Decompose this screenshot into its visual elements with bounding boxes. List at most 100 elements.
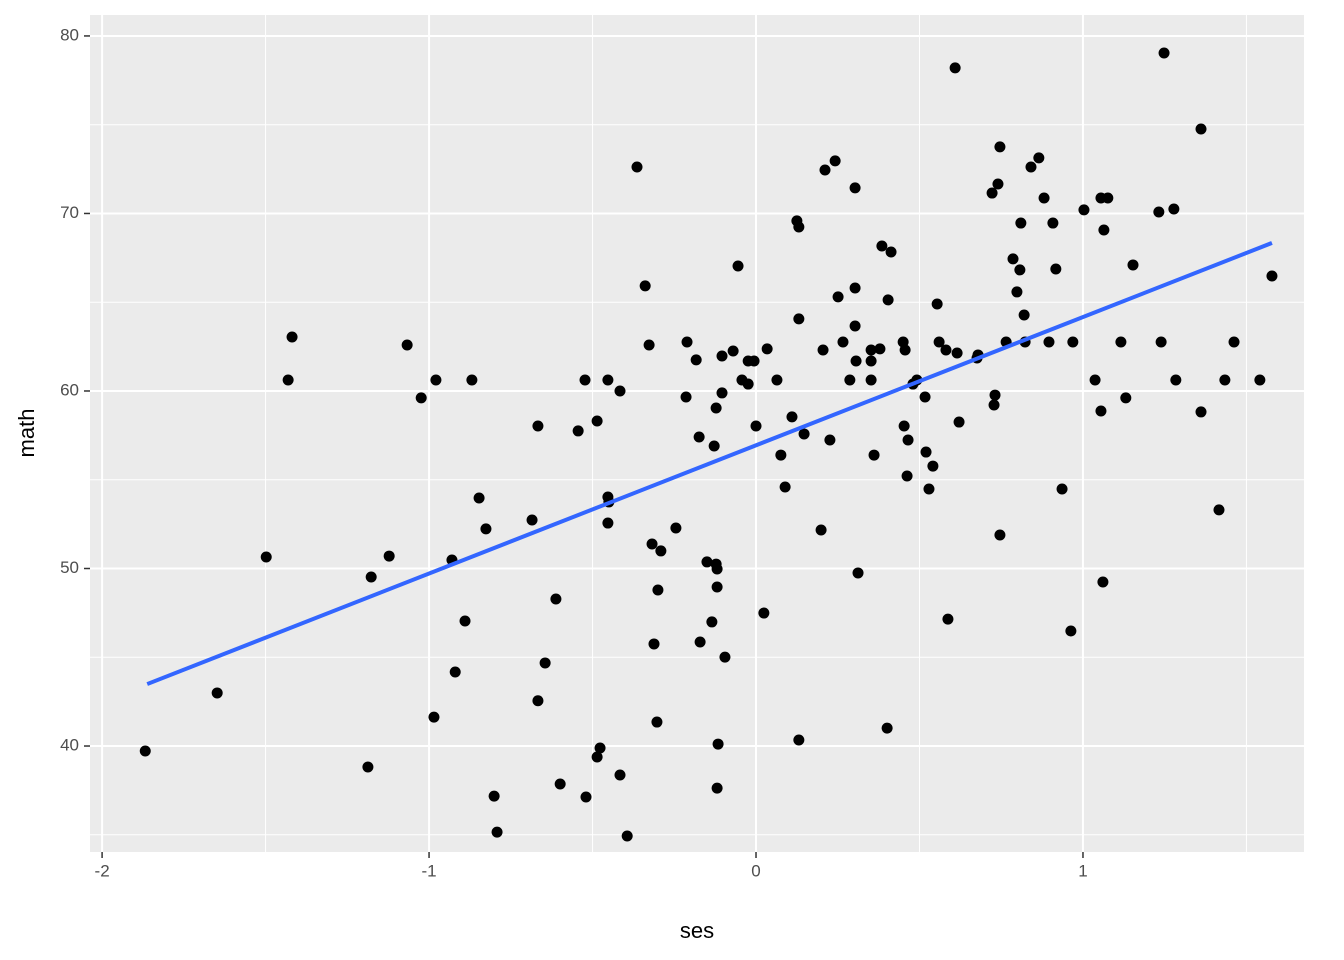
- point: [539, 657, 551, 669]
- x-tick-label: 0: [751, 861, 760, 880]
- point: [793, 221, 805, 233]
- point: [775, 449, 787, 461]
- point: [798, 428, 810, 440]
- point: [901, 470, 913, 482]
- point: [898, 420, 910, 432]
- point: [844, 374, 856, 386]
- point: [639, 280, 651, 292]
- point: [491, 826, 503, 838]
- point: [706, 616, 718, 628]
- point: [680, 391, 692, 403]
- point: [480, 523, 492, 535]
- point: [526, 514, 538, 526]
- point: [594, 742, 606, 754]
- point: [1095, 405, 1107, 417]
- point: [815, 524, 827, 536]
- point: [211, 687, 223, 699]
- point: [430, 374, 442, 386]
- point: [1056, 483, 1068, 495]
- point: [882, 294, 894, 306]
- point: [1089, 374, 1101, 386]
- point: [1120, 392, 1132, 404]
- point: [793, 734, 805, 746]
- point: [940, 344, 952, 356]
- point: [986, 187, 998, 199]
- y-tick-label: 50: [60, 558, 79, 577]
- point: [1213, 504, 1225, 516]
- point: [1011, 286, 1023, 298]
- point: [919, 391, 931, 403]
- point: [139, 745, 151, 757]
- point: [401, 339, 413, 351]
- point: [837, 336, 849, 348]
- point: [701, 556, 713, 568]
- point: [865, 344, 877, 356]
- point: [652, 584, 664, 596]
- point: [693, 431, 705, 443]
- point: [793, 313, 805, 325]
- y-tick-label: 60: [60, 380, 79, 399]
- point: [580, 791, 592, 803]
- y-axis-title: math: [14, 409, 39, 458]
- point: [779, 481, 791, 493]
- point: [579, 374, 591, 386]
- point: [711, 581, 723, 593]
- point: [817, 344, 829, 356]
- x-axis-title: ses: [680, 918, 714, 943]
- point: [876, 240, 888, 252]
- point: [750, 420, 762, 432]
- point: [681, 336, 693, 348]
- point: [1195, 406, 1207, 418]
- point: [1067, 336, 1079, 348]
- point: [992, 178, 1004, 190]
- point: [850, 355, 862, 367]
- point: [532, 695, 544, 707]
- point: [902, 434, 914, 446]
- point: [923, 483, 935, 495]
- point: [927, 460, 939, 472]
- point: [933, 336, 945, 348]
- point: [488, 790, 500, 802]
- point: [771, 374, 783, 386]
- point: [428, 711, 440, 723]
- point: [1115, 336, 1127, 348]
- y-tick-label: 80: [60, 25, 79, 44]
- point: [591, 415, 603, 427]
- point: [286, 331, 298, 343]
- point: [621, 830, 633, 842]
- point: [1014, 264, 1026, 276]
- point: [732, 260, 744, 272]
- point: [953, 416, 965, 428]
- point: [260, 551, 272, 563]
- point: [712, 738, 724, 750]
- point: [920, 446, 932, 458]
- point: [849, 182, 861, 194]
- point: [832, 291, 844, 303]
- point: [362, 761, 374, 773]
- axes: -2 -1 0 1 40 50 60 70 80: [60, 25, 1088, 880]
- point: [614, 769, 626, 781]
- point: [758, 607, 770, 619]
- point: [643, 339, 655, 351]
- point: [719, 651, 731, 663]
- point: [1098, 224, 1110, 236]
- point: [824, 434, 836, 446]
- point: [591, 751, 603, 763]
- point: [727, 345, 739, 357]
- point: [449, 666, 461, 678]
- point: [1254, 374, 1266, 386]
- point: [1018, 309, 1030, 321]
- point: [819, 164, 831, 176]
- point: [1195, 123, 1207, 135]
- point: [716, 387, 728, 399]
- point: [1153, 206, 1165, 218]
- point: [554, 778, 566, 790]
- point: [852, 567, 864, 579]
- point: [651, 716, 663, 728]
- point: [989, 389, 1001, 401]
- point: [1219, 374, 1231, 386]
- point: [849, 320, 861, 332]
- x-tick-label: 1: [1078, 861, 1087, 880]
